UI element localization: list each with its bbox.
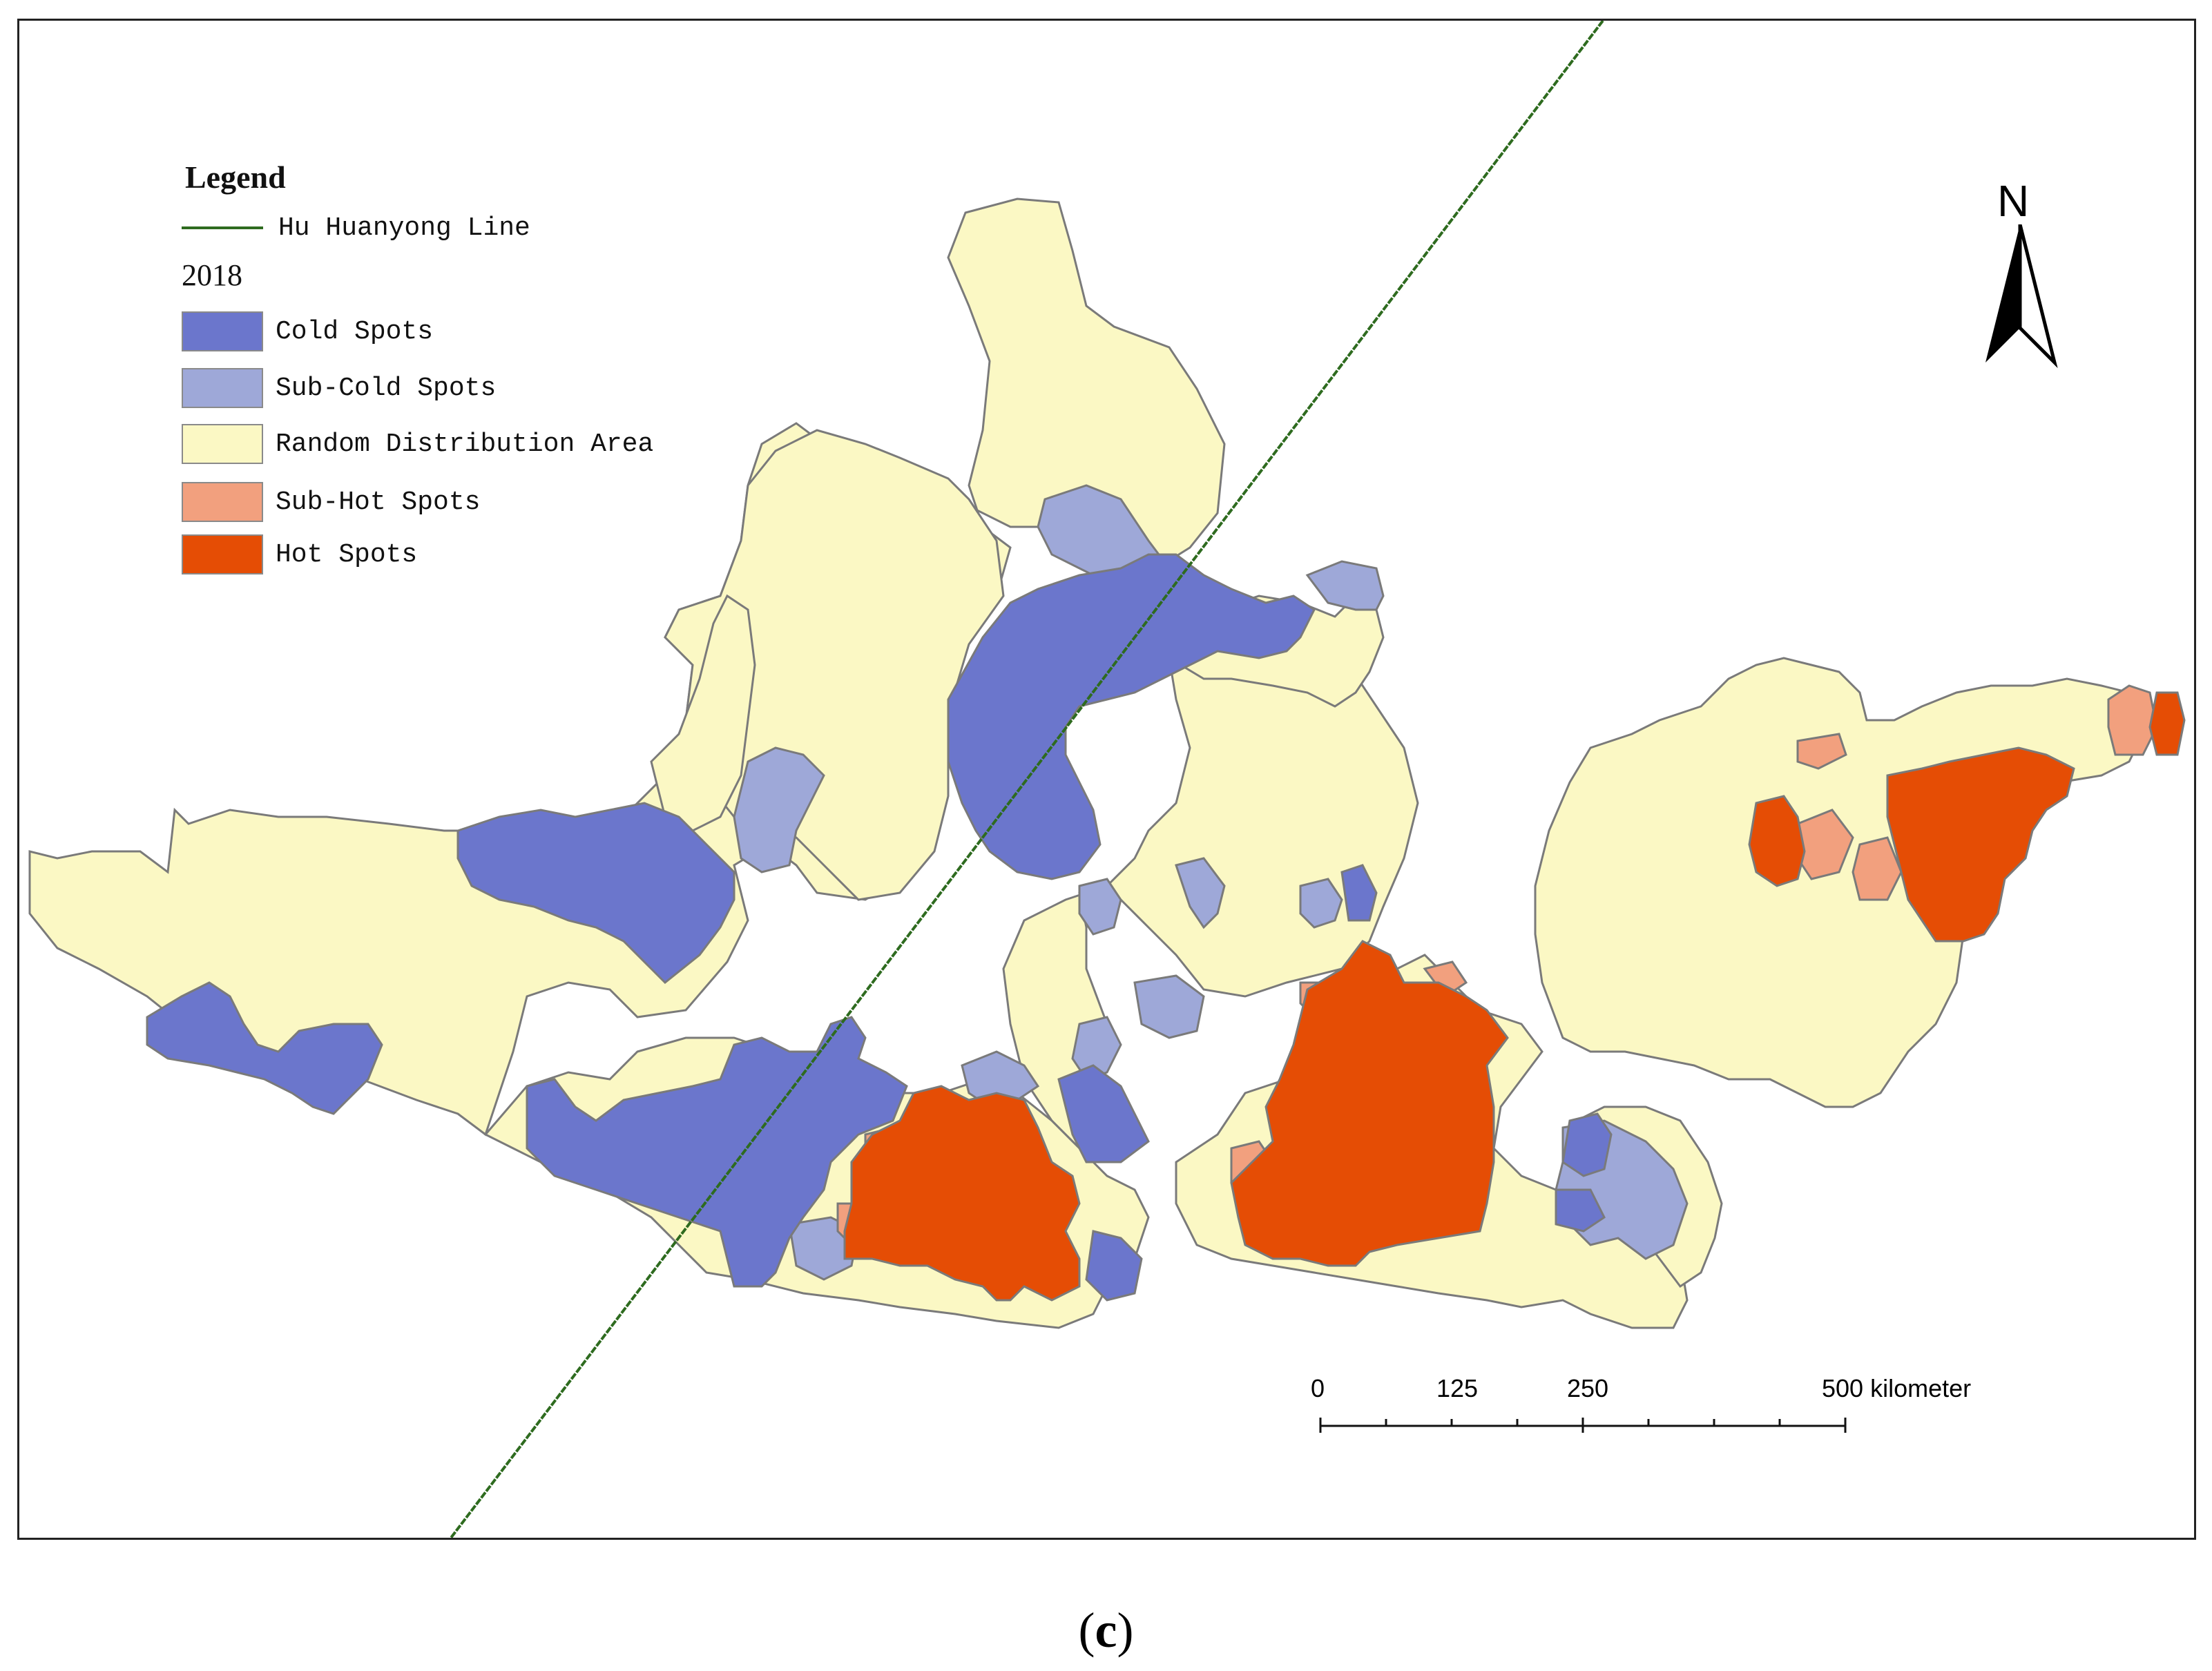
cold-se-2 (1555, 1188, 1606, 1233)
legend-item-hot-spots: Hot Spots (182, 534, 417, 575)
legend-item-sub-hot-spots: Sub-Hot Spots (182, 481, 480, 523)
caption-letter: c (1095, 1603, 1117, 1658)
scale-label-250: 250 (1567, 1374, 1609, 1402)
sub-cold-center-3 (1299, 878, 1343, 929)
sub-cold-center-4 (1133, 974, 1205, 1039)
legend-item-random: Random Distribution Area (182, 423, 653, 465)
caption-close: ) (1117, 1603, 1134, 1658)
hu-huanyong-line-swatch (182, 226, 263, 229)
scale-label-0: 0 (1311, 1374, 1325, 1402)
map-canvas (28, 21, 2186, 1538)
hu-huanyong-line (450, 21, 1604, 1538)
hot-spot-regions (843, 691, 2186, 1302)
region-north-plateau (28, 197, 1226, 1137)
hot-weihai (2148, 691, 2186, 756)
legend-title: Legend (185, 160, 286, 195)
cold-mid-3 (1340, 864, 1378, 922)
scale-label-500: 500 kilometer (1822, 1374, 1972, 1402)
sub-hot-10 (2107, 684, 2158, 756)
map-frame: Legend Hu Huanyong Line 2018 Cold Spots … (17, 19, 2196, 1540)
legend-label-sub-hot: Sub-Hot Spots (276, 487, 481, 517)
cold-west-1 (456, 802, 735, 985)
region-shandong (1534, 657, 2144, 1108)
sub-cold-west-1 (733, 746, 825, 873)
legend-swatch-hot (182, 534, 263, 574)
hot-zhengzhou (1230, 940, 1509, 1267)
sub-cold-center-2 (1175, 857, 1226, 929)
legend-line-entry: Hu Huanyong Line (182, 211, 530, 245)
sub-cold-center-5 (1071, 1016, 1122, 1081)
hot-xian (843, 1085, 1081, 1302)
north-letter: N (1997, 176, 2030, 226)
legend-label-cold: Cold Spots (276, 316, 434, 347)
cold-spot-regions (146, 553, 1613, 1302)
legend-swatch-cold (182, 311, 263, 351)
scale-label-125: 125 (1436, 1374, 1479, 1402)
scale-bar-ruler (1319, 1418, 1847, 1433)
legend-label-random: Random Distribution Area (276, 429, 654, 459)
hot-qingdao (1886, 746, 2075, 943)
legend-label-sub-cold: Sub-Cold Spots (276, 373, 497, 403)
cold-mid-1 (1057, 1064, 1150, 1163)
cold-se-1 (1561, 1112, 1613, 1177)
cold-south-west (526, 1016, 908, 1288)
cold-west-2 (146, 981, 383, 1115)
legend-year: 2018 (182, 258, 242, 292)
sub-hot-9 (1852, 836, 1903, 901)
sub-cold-center-1 (1078, 878, 1122, 936)
cold-north-band (947, 553, 1316, 880)
legend-line-label: Hu Huanyong Line (278, 213, 530, 243)
north-arrow-icon (1985, 224, 2058, 369)
sub-cold-south-1 (961, 1050, 1040, 1108)
sub-hot-7 (1796, 733, 1847, 770)
cold-mid-2 (1085, 1230, 1143, 1302)
legend-swatch-random (182, 424, 263, 464)
legend-swatch-sub-cold (182, 368, 263, 408)
hot-jinan (1748, 795, 1806, 887)
legend-item-cold-spots: Cold Spots (182, 311, 433, 352)
sub-cold-north-2 (1305, 560, 1385, 611)
legend-label-hot: Hot Spots (276, 539, 418, 570)
legend-swatch-sub-hot (182, 482, 263, 522)
legend-item-sub-cold-spots: Sub-Cold Spots (182, 367, 496, 409)
figure-caption: (c) (0, 1602, 2212, 1659)
caption-open: ( (1078, 1603, 1095, 1658)
